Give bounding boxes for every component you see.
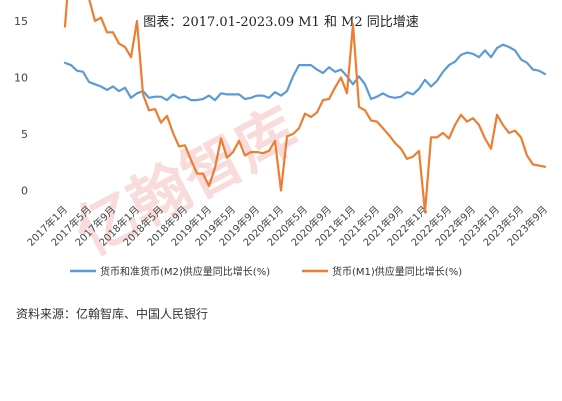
y-tick-label: 15: [14, 15, 28, 28]
legend: 货币和准货币(M2)供应量同比增长(%) 货币(M1)供应量同比增长(%): [70, 265, 462, 278]
y-axis: 0510152025: [14, 15, 28, 198]
series-line-m2: [63, 43, 547, 102]
legend-label: 货币和准货币(M2)供应量同比增长(%): [100, 265, 270, 278]
legend-label: 货币(M1)供应量同比增长(%): [332, 265, 462, 278]
y-tick-label: 10: [14, 72, 28, 85]
chart-title: 图表：2017.01-2023.09 M1 和 M2 同比增速: [143, 15, 419, 30]
y-tick-label: 0: [21, 185, 28, 198]
series-line-m1: [63, 0, 547, 214]
plot-area: [63, 0, 547, 214]
y-tick-label: 5: [21, 128, 28, 141]
source-note: 资料来源：亿翰智库、中国人民银行: [16, 307, 209, 321]
